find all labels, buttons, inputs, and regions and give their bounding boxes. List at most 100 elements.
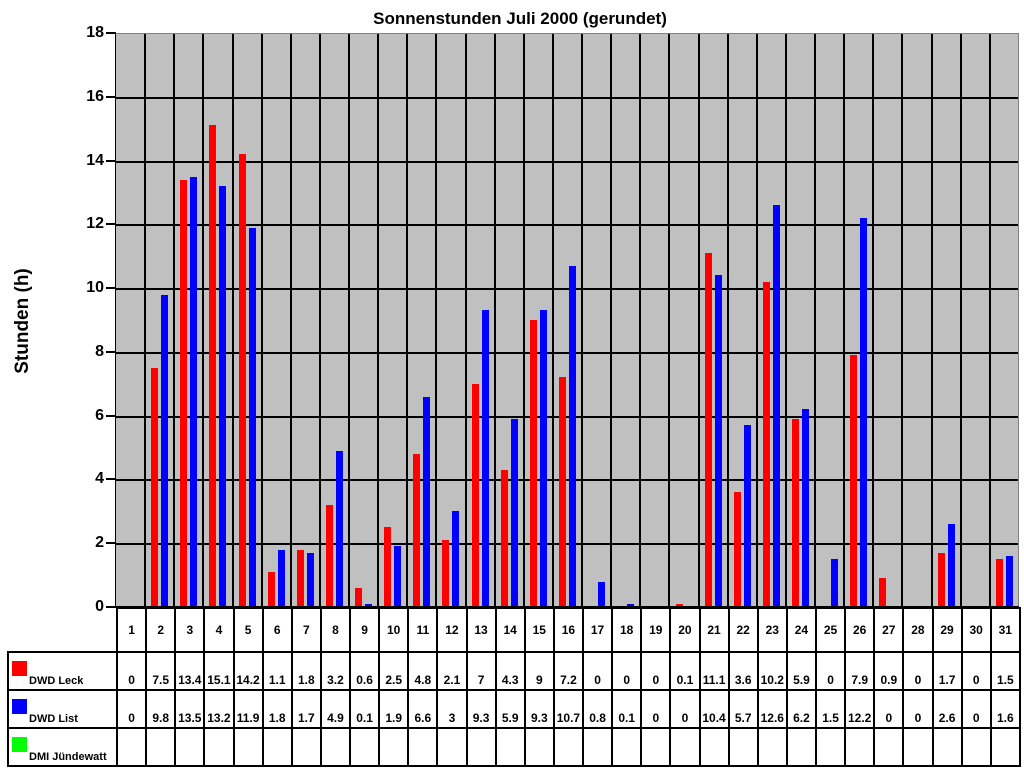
bar-dwd-leck-day-10 xyxy=(384,527,392,607)
table-cell: 5.9 xyxy=(785,651,818,691)
table-cell: 0.6 xyxy=(348,651,381,691)
table-cell: 9.3 xyxy=(465,689,497,729)
chart-title: Sonnenstunden Juli 2000 (gerundet) xyxy=(373,9,667,28)
gridline-vertical xyxy=(668,34,671,607)
table-cell xyxy=(552,727,585,767)
category-label: 22 xyxy=(727,607,759,653)
bar-dwd-list-day-29 xyxy=(947,524,955,607)
category-label: 18 xyxy=(611,607,643,653)
category-label: 28 xyxy=(902,607,934,653)
bar-dwd-list-day-6 xyxy=(277,549,285,607)
table-cell: 14.2 xyxy=(232,651,264,691)
table-cell: 1.9 xyxy=(378,689,410,729)
table-cell: 7.5 xyxy=(145,651,177,691)
table-cell: 0 xyxy=(902,651,934,691)
category-label: 12 xyxy=(436,607,468,653)
table-cell: 0 xyxy=(669,689,701,729)
bar-dwd-list-day-3 xyxy=(190,176,198,607)
bar-dwd-list-day-11 xyxy=(423,396,431,607)
table-cell xyxy=(989,727,1021,767)
bar-dwd-list-day-10 xyxy=(394,546,402,607)
category-label: 31 xyxy=(989,607,1021,653)
table-cell: 5.9 xyxy=(494,689,526,729)
table-cell xyxy=(319,727,352,767)
table-cell xyxy=(756,727,788,767)
table-cell: 7 xyxy=(465,651,497,691)
bar-dwd-leck-day-31 xyxy=(995,559,1003,607)
y-tick-mark xyxy=(106,32,116,34)
bar-dwd-leck-day-9 xyxy=(355,587,363,607)
gridline-vertical xyxy=(959,34,962,607)
bar-dwd-leck-day-3 xyxy=(180,179,188,607)
table-row: DWD List 0 9.8 13.5 13.2 11.9 1.8 1.7 4.9 0.1 1.9 6… xyxy=(7,689,1021,729)
table-cell: 1.5 xyxy=(814,689,847,729)
bar-dwd-list-day-16 xyxy=(569,265,576,607)
bar-dwd-list-day-5 xyxy=(248,227,256,607)
table-cell xyxy=(407,727,439,767)
bar-dwd-leck-day-16 xyxy=(559,377,566,607)
gridline-horizontal xyxy=(116,543,1018,546)
gridline-vertical xyxy=(697,34,700,607)
gridline-vertical xyxy=(406,34,409,607)
gridline-vertical xyxy=(901,34,904,607)
table-cell xyxy=(290,727,322,767)
bar-dwd-list-day-7 xyxy=(306,552,314,607)
table-cell: 0 xyxy=(611,651,643,691)
table-cell: 1.7 xyxy=(931,651,963,691)
y-tick-mark xyxy=(106,542,116,545)
table-cell: 9.8 xyxy=(145,689,177,729)
legend-label: DMI Jündewatt xyxy=(29,751,107,763)
gridline-horizontal xyxy=(116,224,1018,227)
category-label: 8 xyxy=(319,607,352,653)
table-cell: 0 xyxy=(115,651,148,691)
category-label: 9 xyxy=(348,607,381,653)
bar-dwd-list-day-14 xyxy=(510,418,518,607)
table-cell xyxy=(581,727,614,767)
table-cell: 2.1 xyxy=(436,651,468,691)
y-tick-label: 16 xyxy=(86,87,104,105)
gridline-vertical xyxy=(843,34,846,607)
category-label: 10 xyxy=(378,607,410,653)
table-cell: 15.1 xyxy=(203,651,235,691)
table-cell xyxy=(145,727,177,767)
category-label: 30 xyxy=(960,607,992,653)
table-cell: 0 xyxy=(640,689,672,729)
table-cell: 7.2 xyxy=(552,651,585,691)
y-tick-mark xyxy=(106,350,116,353)
bar-dwd-leck-day-20 xyxy=(675,603,683,607)
bar-dwd-leck-day-29 xyxy=(937,552,945,607)
bar-dwd-list-day-4 xyxy=(219,186,227,607)
legend-label: DWD Leck xyxy=(29,675,84,687)
category-label: 6 xyxy=(261,607,293,653)
table-cell: 10.7 xyxy=(552,689,585,729)
bar-dwd-list-day-12 xyxy=(452,511,460,607)
gridline-horizontal xyxy=(116,351,1018,354)
gridline-vertical xyxy=(231,34,234,607)
gridline-vertical xyxy=(173,34,176,607)
legend-entry: DWD Leck xyxy=(7,651,118,691)
legend-swatch-icon xyxy=(12,737,27,752)
y-tick-mark xyxy=(106,223,116,226)
category-label: 17 xyxy=(581,607,614,653)
bar-dwd-leck-day-21 xyxy=(704,253,712,607)
table-cell: 0.1 xyxy=(669,651,701,691)
bar-dwd-list-day-22 xyxy=(743,425,751,607)
category-label: 14 xyxy=(494,607,526,653)
category-label: 5 xyxy=(232,607,264,653)
table-cell: 1.7 xyxy=(290,689,322,729)
table-cell: 7.9 xyxy=(844,651,876,691)
bar-dwd-leck-day-5 xyxy=(238,154,246,607)
table-cell: 1.8 xyxy=(290,651,322,691)
y-tick-label: 6 xyxy=(95,406,104,424)
table-cell: 1.1 xyxy=(261,651,293,691)
y-tick-label: 2 xyxy=(95,534,104,552)
bar-dwd-list-day-13 xyxy=(481,310,489,607)
table-cell: 4.3 xyxy=(494,651,526,691)
gridline-vertical xyxy=(435,34,438,607)
table-row: DMI Jündewatt xyxy=(7,727,1021,767)
table-cell: 2.6 xyxy=(931,689,963,729)
gridline-vertical xyxy=(202,34,205,607)
table-cell xyxy=(203,727,235,767)
table-cell: 3.6 xyxy=(727,651,759,691)
category-label: 20 xyxy=(669,607,701,653)
